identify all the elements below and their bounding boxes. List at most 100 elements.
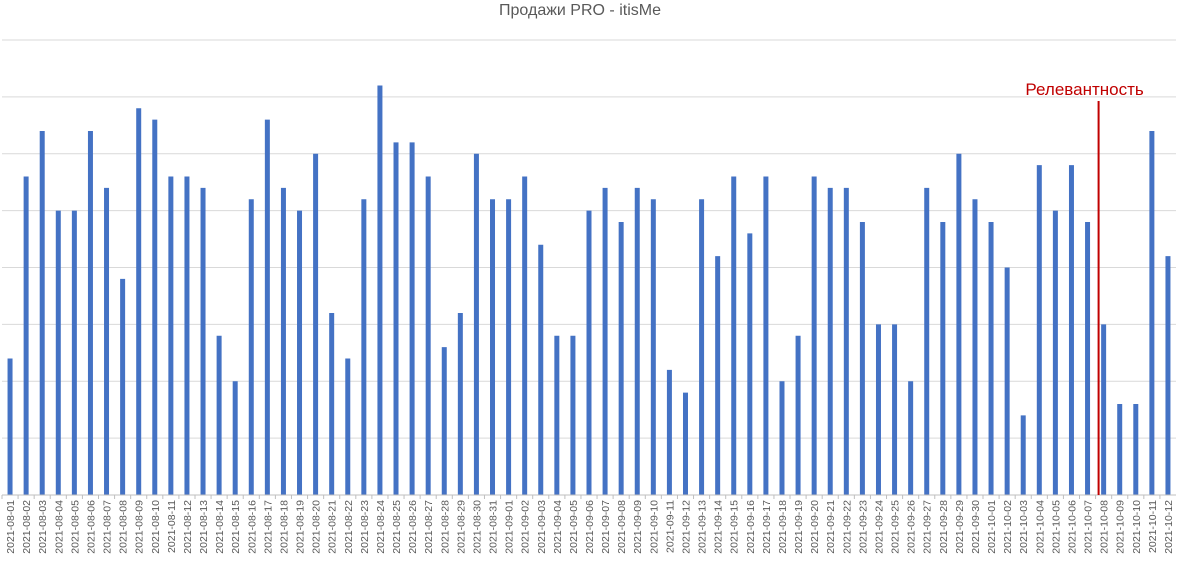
bar-2021-10-10 — [1133, 404, 1139, 495]
x-tick-label: 2021-09-04 — [552, 500, 564, 554]
x-tick-label: 2021-08-30 — [471, 500, 483, 554]
x-tick-label: 2021-09-28 — [938, 500, 950, 554]
bar-2021-09-02 — [522, 176, 528, 495]
bar-2021-08-21 — [329, 313, 335, 495]
bar-2021-08-23 — [361, 199, 367, 495]
bar-2021-09-05 — [570, 335, 576, 495]
bar-2021-08-03 — [39, 131, 45, 495]
x-tick-label: 2021-09-07 — [600, 500, 612, 554]
x-tick-label: 2021-08-08 — [118, 500, 130, 554]
x-tick-label: 2021-09-03 — [536, 500, 548, 554]
bar-2021-10-05 — [1052, 210, 1058, 496]
bar-2021-09-19 — [795, 335, 801, 495]
bar-2021-09-07 — [602, 187, 608, 496]
bar-2021-08-16 — [248, 199, 254, 495]
x-tick-label: 2021-09-25 — [890, 500, 902, 554]
x-tick-label: 2021-08-07 — [102, 500, 114, 554]
x-tick-label: 2021-08-15 — [230, 500, 242, 554]
x-tick-label: 2021-10-08 — [1099, 500, 1111, 554]
bar-2021-08-12 — [184, 176, 190, 495]
bar-2021-10-03 — [1020, 415, 1026, 496]
x-tick-label: 2021-08-21 — [327, 500, 339, 554]
bar-2021-08-10 — [152, 119, 158, 496]
x-tick-label: 2021-09-18 — [777, 500, 789, 554]
annotations: Релевантность — [1025, 80, 1144, 495]
bar-2021-09-14 — [715, 256, 721, 496]
x-tick-label: 2021-10-09 — [1115, 500, 1127, 554]
x-tick-label: 2021-10-01 — [986, 500, 998, 554]
bar-2021-08-04 — [55, 210, 61, 496]
bar-2021-08-25 — [393, 142, 399, 496]
bar-2021-10-11 — [1149, 131, 1155, 495]
x-tick-label: 2021-08-14 — [214, 500, 226, 554]
bar-2021-09-08 — [618, 222, 624, 495]
x-tick-labels: 2021-08-01 2021-08-02 2021-08-03 2021-08-04… — [1, 495, 1175, 554]
x-tick-label: 2021-09-06 — [584, 500, 596, 554]
x-tick-label: 2021-09-13 — [697, 500, 709, 554]
x-tick-label: 2021-08-11 — [166, 500, 178, 553]
bar-2021-08-20 — [313, 153, 319, 495]
bar-2021-10-07 — [1085, 222, 1091, 495]
x-tick-label: 2021-09-24 — [873, 500, 885, 554]
x-tick-label: 2021-09-19 — [793, 500, 805, 554]
chart-title: Продажи PRO - itisMe — [499, 2, 661, 19]
bar-2021-08-26 — [409, 142, 415, 496]
x-tick-label: 2021-08-22 — [343, 500, 355, 554]
x-tick-label: 2021-08-25 — [391, 500, 403, 554]
bar-2021-09-21 — [827, 187, 833, 496]
bar-2021-09-10 — [650, 199, 656, 495]
bar-series — [7, 85, 1171, 496]
bar-2021-08-18 — [280, 187, 286, 496]
bar-2021-09-04 — [554, 335, 560, 495]
x-tick-label: 2021-09-01 — [504, 500, 516, 554]
x-tick-label: 2021-08-01 — [5, 500, 17, 554]
x-tick-label: 2021-08-19 — [295, 500, 307, 554]
x-tick-label: 2021-09-21 — [825, 500, 837, 554]
bar-2021-09-26 — [908, 381, 914, 495]
bar-2021-09-27 — [924, 187, 930, 496]
bar-2021-09-16 — [747, 233, 753, 496]
bar-2021-08-19 — [297, 210, 303, 496]
bar-2021-08-11 — [168, 176, 174, 495]
bar-2021-09-11 — [666, 369, 672, 496]
bar-2021-08-07 — [104, 187, 110, 496]
x-tick-label: 2021-08-24 — [375, 500, 387, 554]
x-tick-label: 2021-09-08 — [616, 500, 628, 554]
bar-2021-09-22 — [843, 187, 849, 496]
x-tick-label: 2021-08-23 — [359, 500, 371, 554]
bar-2021-08-13 — [200, 187, 206, 496]
bar-2021-09-29 — [956, 153, 962, 495]
bar-2021-08-09 — [136, 108, 142, 495]
bar-2021-09-01 — [506, 199, 512, 495]
x-tick-label: 2021-08-26 — [407, 500, 419, 554]
x-tick-label: 2021-09-20 — [809, 500, 821, 554]
bar-2021-08-24 — [377, 85, 383, 495]
x-tick-label: 2021-10-02 — [1002, 500, 1014, 554]
bar-2021-09-25 — [892, 324, 898, 496]
x-tick-label: 2021-09-17 — [761, 500, 773, 554]
bar-2021-08-05 — [71, 210, 77, 496]
x-tick-label: 2021-09-29 — [954, 500, 966, 554]
x-tick-label: 2021-10-04 — [1034, 500, 1046, 554]
x-tick-label: 2021-08-29 — [455, 500, 467, 554]
bar-2021-08-28 — [441, 347, 447, 496]
x-tick-label: 2021-10-11 — [1147, 500, 1159, 553]
x-tick-label: 2021-09-27 — [922, 500, 934, 554]
x-tick-label: 2021-08-28 — [439, 500, 451, 554]
bar-2021-08-08 — [120, 278, 126, 496]
x-tick-label: 2021-08-09 — [134, 500, 146, 554]
x-tick-label: 2021-10-07 — [1083, 500, 1095, 554]
bar-2021-08-29 — [457, 313, 463, 495]
bar-2021-08-17 — [264, 119, 270, 496]
bar-2021-08-30 — [473, 153, 479, 495]
bar-2021-09-17 — [763, 176, 769, 495]
x-tick-label: 2021-09-22 — [841, 500, 853, 554]
bar-2021-09-15 — [731, 176, 737, 495]
bar-2021-10-04 — [1036, 165, 1042, 496]
x-tick-label: 2021-10-10 — [1131, 500, 1143, 554]
bar-2021-09-23 — [859, 222, 865, 495]
bar-2021-09-20 — [811, 176, 817, 495]
x-tick-label: 2021-09-09 — [632, 500, 644, 554]
x-tick-label: 2021-08-20 — [311, 500, 323, 554]
x-tick-label: 2021-08-18 — [278, 500, 290, 554]
